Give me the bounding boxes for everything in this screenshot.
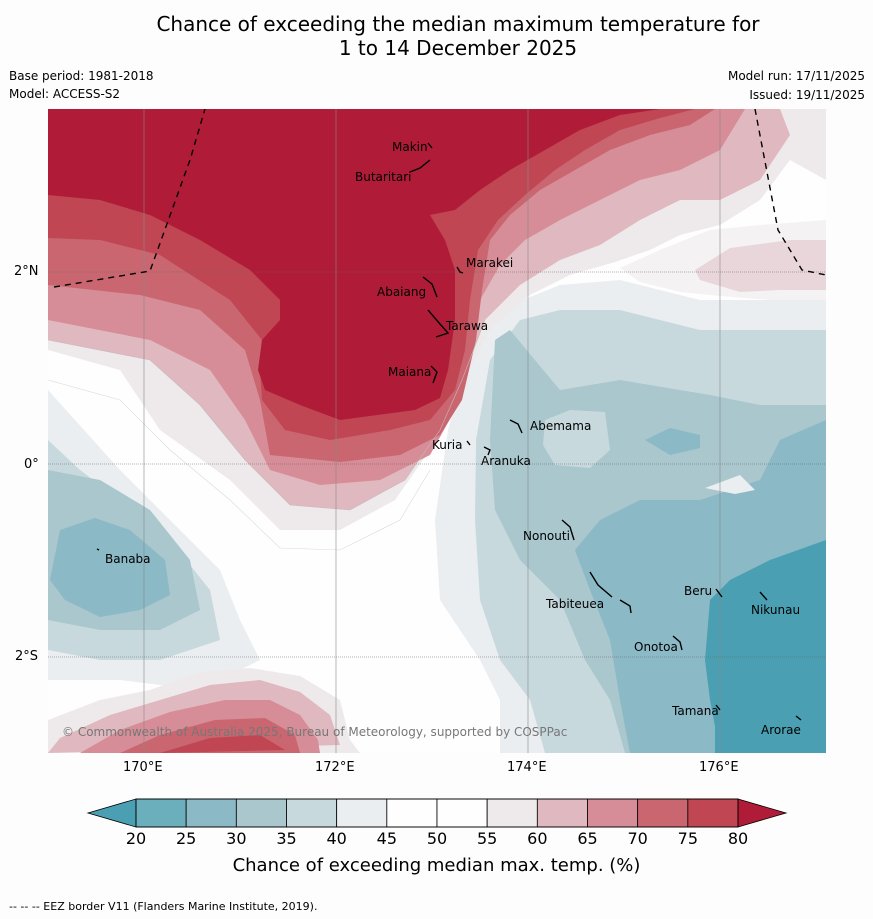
place-nikunau: Nikunau [751, 603, 800, 617]
place-tarawa: Tarawa [445, 319, 488, 333]
colorbar-tick-label: 25 [175, 829, 197, 848]
eez-footnote: -- -- -- EEZ border V11 (Flanders Marine… [9, 900, 318, 913]
colorbar-segment [486, 798, 538, 828]
title-line-2: 1 to 14 December 2025 [338, 36, 578, 60]
place-maiana: Maiana [388, 365, 431, 379]
colorbar-tick-label: 20 [125, 829, 147, 848]
colorbar-extend-high [737, 798, 788, 828]
place-arorae: Arorae [761, 723, 801, 737]
colorbar-tick-label: 65 [577, 829, 598, 848]
colorbar-tick-label: 60 [527, 829, 548, 848]
eez-border [53, 109, 826, 288]
issued-date: Issued: 19/11/2025 [749, 88, 865, 102]
colorbar-tick-label: 75 [677, 829, 698, 848]
colorbar-tick-label: 40 [326, 829, 347, 848]
colorbar-segment [185, 798, 237, 828]
lon-label-176e: 176°E [699, 760, 739, 775]
lat-label-0: 0° [24, 457, 39, 472]
colorbar-segment [235, 798, 287, 828]
place-aranuka: Aranuka [481, 454, 531, 468]
colorbar-tick-label: 30 [226, 829, 247, 848]
place-beru: Beru [684, 584, 712, 598]
colorbar-segment [386, 798, 438, 828]
place-tabiteuea: Tabiteuea [545, 597, 604, 611]
place-abemama: Abemama [530, 419, 591, 433]
lon-label-174e: 174°E [507, 760, 547, 775]
colorbar-segment [587, 798, 639, 828]
model-run-date: Model run: 17/11/2025 [727, 69, 865, 83]
base-period: Base period: 1981-2018 [9, 69, 154, 83]
place-nonouti: Nonouti [523, 529, 570, 543]
colorbar-tick-label: 55 [476, 829, 498, 848]
colorbar-segment [336, 798, 388, 828]
lon-label-172e: 172°E [315, 760, 355, 775]
copyright-notice: © Commonwealth of Australia 2025, Bureau… [62, 725, 567, 739]
colorbar-tick-label: 50 [426, 829, 448, 848]
colorbar-segment [436, 798, 488, 828]
colorbar-tick-label: 80 [727, 829, 749, 848]
colorbar-segment [286, 798, 338, 828]
island-outlines [96, 142, 802, 721]
place-marakei: Marakei [466, 256, 513, 270]
colorbar-extend-low [86, 798, 137, 828]
colorbar-tick-label: 35 [276, 829, 297, 848]
colorbar-tick-label: 70 [627, 829, 648, 848]
lat-label-2s: 2°S [15, 649, 39, 664]
lat-label-2n: 2°N [14, 264, 39, 279]
probability-contours: Makin Butaritari Marakei Abaiang Tarawa … [48, 109, 826, 753]
model-name: Model: ACCESS-S2 [9, 87, 121, 101]
graticule [143, 109, 721, 753]
title-line-1: Chance of exceeding the median maximum t… [156, 12, 760, 36]
colorbar-segment [687, 798, 739, 828]
lon-label-170e: 170°E [123, 760, 163, 775]
place-butaritari: Butaritari [355, 170, 412, 184]
place-makin: Makin [392, 140, 428, 154]
place-kuria: Kuria [432, 438, 463, 452]
place-banaba: Banaba [105, 552, 151, 566]
colorbar-tick-label: 45 [376, 829, 397, 848]
colorbar-segment [637, 798, 689, 828]
place-tamana: Tamana [671, 704, 719, 718]
colorbar-segment [536, 798, 588, 828]
place-onotoa: Onotoa [634, 640, 678, 654]
colorbar-label: Chance of exceeding median max. temp. (%… [232, 855, 641, 876]
colorbar [86, 798, 788, 828]
colorbar-segment [135, 798, 187, 828]
place-abaiang: Abaiang [377, 285, 426, 299]
map-title: Chance of exceeding the median maximum t… [0, 12, 873, 60]
